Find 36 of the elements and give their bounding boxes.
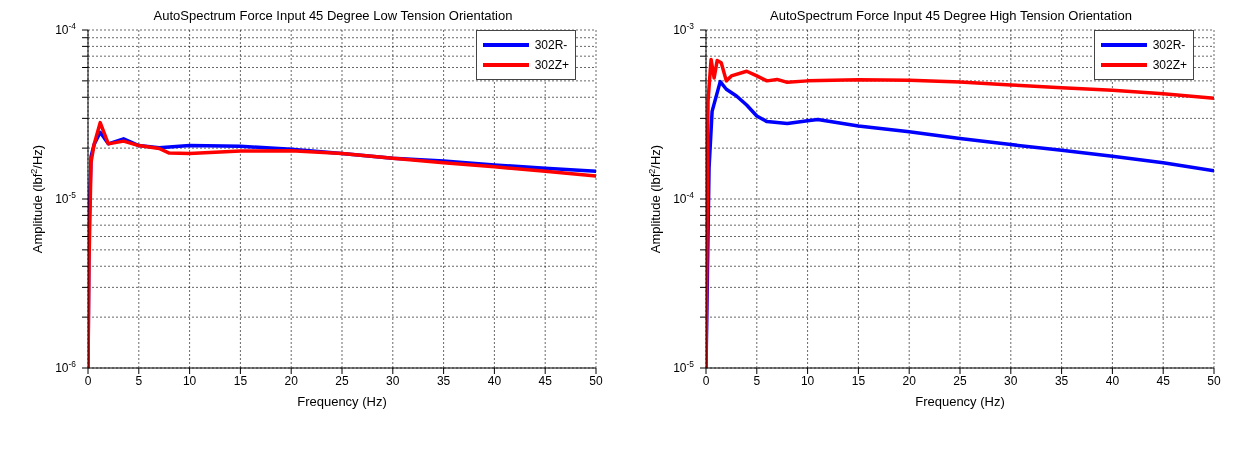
y-tick-label: 10$^{-6}$ (55, 359, 77, 375)
x-tick-label: 0 (84, 373, 92, 388)
x-tick-label: 35 (1054, 373, 1069, 388)
x-tick-label: 25 (335, 373, 349, 388)
y-tick-label: 10$^{-5}$ (673, 359, 695, 375)
x-axis-title: Frequency (Hz) (915, 394, 1005, 409)
x-tick-label: 40 (1105, 373, 1120, 388)
x-tick-label: 5 (753, 373, 761, 388)
x-tick-label: 10 (800, 373, 815, 388)
y-tick-label: 10$^{-3}$ (673, 21, 695, 37)
legend-label: 302R- (534, 38, 568, 52)
x-tick-label: 10 (182, 373, 197, 388)
x-tick-label: 35 (436, 373, 451, 388)
x-tick-label: 15 (233, 373, 248, 388)
legend-label: 302Z+ (534, 58, 569, 72)
x-tick-label: 5 (135, 373, 143, 388)
y-tick-label: 10$^{-5}$ (55, 190, 77, 206)
x-tick-label: 50 (1207, 373, 1221, 388)
y-tick-label: 10$^{-4}$ (55, 21, 77, 37)
x-tick-label: 30 (1004, 373, 1018, 388)
chart-title: AutoSpectrum Force Input 45 Degree High Tension Orientation (770, 8, 1132, 23)
x-tick-label: 15 (851, 373, 866, 388)
x-tick-label: 25 (953, 373, 967, 388)
x-tick-label: 45 (538, 373, 553, 388)
legend-label: 302R- (1152, 38, 1186, 52)
legend-label: 302Z+ (1152, 58, 1187, 72)
chart-title: AutoSpectrum Force Input 45 Degree Low Tension Orientation (153, 8, 513, 23)
x-tick-label: 45 (1156, 373, 1171, 388)
x-axis-title: Frequency (Hz) (297, 394, 387, 409)
x-tick-label: 20 (902, 373, 917, 388)
x-tick-label: 20 (284, 373, 299, 388)
x-tick-label: 50 (589, 373, 603, 388)
x-tick-label: 40 (487, 373, 502, 388)
y-tick-label: 10$^{-4}$ (673, 190, 695, 206)
x-tick-label: 0 (702, 373, 710, 388)
x-tick-label: 30 (386, 373, 400, 388)
